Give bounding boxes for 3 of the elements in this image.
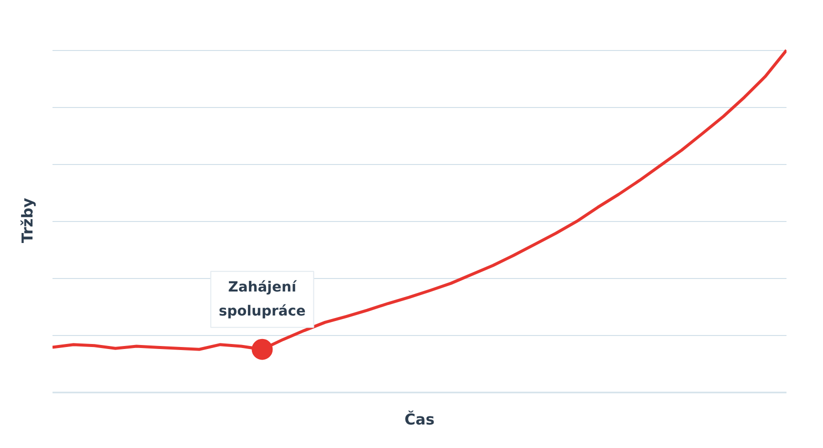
annotation: Zahájení spolupráce (218, 279, 306, 320)
y-axis-title: Tržby (18, 198, 36, 244)
x-axis-title: Čas (404, 410, 435, 428)
